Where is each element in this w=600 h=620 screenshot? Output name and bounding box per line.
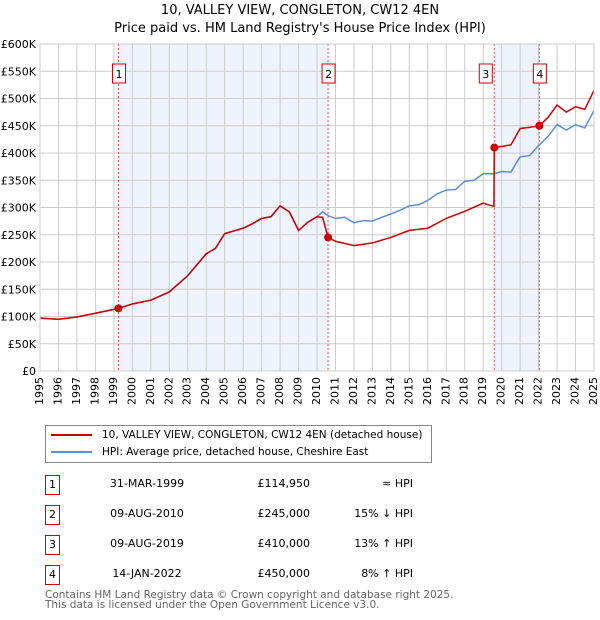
legend-item-hpi: HPI: Average price, detached house, Ches… bbox=[51, 446, 368, 458]
sale-date: 09-AUG-2019 bbox=[110, 537, 184, 550]
sale-point bbox=[324, 233, 333, 242]
x-tick-label: 2022 bbox=[532, 377, 545, 405]
x-tick-label: 2018 bbox=[458, 377, 471, 405]
x-tick-label: 2016 bbox=[421, 377, 434, 405]
sale-marker-badge: 4 bbox=[45, 565, 60, 585]
x-tick-label: 1998 bbox=[88, 377, 101, 405]
subtitle-line: Price paid vs. HM Land Registry's House … bbox=[114, 21, 486, 36]
title-line: 10, VALLEY VIEW, CONGLETON, CW12 4EN bbox=[160, 3, 440, 18]
sale-marker-box bbox=[532, 63, 547, 84]
x-tick-label: 2012 bbox=[347, 377, 360, 405]
sale-marker-badge: 3 bbox=[45, 535, 60, 555]
sale-point bbox=[114, 304, 123, 313]
hpi-comparison: ≈ HPI bbox=[382, 477, 413, 490]
sale-marker-label: 2 bbox=[325, 68, 332, 81]
x-tick-label: 2011 bbox=[328, 377, 341, 405]
sale-point bbox=[490, 143, 499, 152]
legend-item-property: 10, VALLEY VIEW, CONGLETON, CW12 4EN (de… bbox=[51, 429, 422, 441]
x-tick-label: 2008 bbox=[273, 377, 286, 405]
x-tick-label: 2021 bbox=[513, 377, 526, 405]
footer-line: Contains HM Land Registry data © Crown c… bbox=[45, 589, 454, 601]
sale-date: 09-AUG-2010 bbox=[110, 507, 184, 520]
x-tick-label: 1995 bbox=[33, 377, 46, 405]
footer-line: This data is licensed under the Open Gov… bbox=[45, 599, 380, 611]
x-tick-label: 2013 bbox=[365, 377, 378, 405]
x-tick-label: 2024 bbox=[569, 377, 582, 405]
y-tick-label: £300K bbox=[1, 202, 37, 215]
y-tick-label: £450K bbox=[1, 120, 37, 133]
legend-swatch bbox=[51, 451, 92, 453]
legend-label: 10, VALLEY VIEW, CONGLETON, CW12 4EN (de… bbox=[102, 429, 423, 441]
property-price-line bbox=[39, 89, 595, 320]
x-tick-label: 2014 bbox=[384, 377, 397, 405]
x-tick-label: 2010 bbox=[310, 377, 323, 405]
sale-marker-label: 4 bbox=[536, 68, 543, 81]
sale-row: 3 09-AUG-2019 £410,000 13% ↑ HPI bbox=[45, 535, 425, 555]
plot-border bbox=[39, 43, 595, 372]
sale-marker-badge: 2 bbox=[45, 505, 60, 525]
y-tick-label: £400K bbox=[1, 147, 37, 160]
sale-date: 31-MAR-1999 bbox=[109, 477, 185, 490]
sale-marker-box bbox=[478, 63, 493, 84]
sale-date: 14-JAN-2022 bbox=[112, 567, 182, 580]
sale-row: 4 14-JAN-2022 £450,000 8% ↑ HPI bbox=[45, 565, 425, 585]
x-tick-label: 2002 bbox=[162, 377, 175, 405]
x-tick-label: 2007 bbox=[255, 377, 268, 405]
sale-row: 1 31-MAR-1999 £114,950 ≈ HPI bbox=[45, 475, 425, 495]
x-tick-label: 1996 bbox=[51, 377, 64, 405]
sale-price: £410,000 bbox=[257, 537, 311, 550]
sale-marker-box bbox=[321, 63, 336, 84]
legend-label: HPI: Average price, detached house, Ches… bbox=[102, 446, 369, 458]
x-tick-label: 2009 bbox=[292, 377, 305, 405]
y-tick-label: £250K bbox=[1, 229, 37, 242]
hpi-comparison: 13% ↑ HPI bbox=[354, 537, 413, 550]
hpi-comparison: 8% ↑ HPI bbox=[361, 567, 413, 580]
price-chart: 1995 1996 1997 1998 1999 2000 2001 2002 2003 2004… bbox=[1, 38, 600, 405]
x-tick-label: 2005 bbox=[218, 377, 231, 405]
sale-marker-box bbox=[111, 63, 126, 84]
sale-row: 2 09-AUG-2010 £245,000 15% ↓ HPI bbox=[45, 505, 425, 525]
sale-point bbox=[535, 121, 544, 130]
sale-price: £114,950 bbox=[257, 477, 311, 490]
x-tick-label: 2023 bbox=[550, 377, 563, 405]
y-tick-label: £0 bbox=[22, 365, 36, 378]
x-tick-label: 2003 bbox=[181, 377, 194, 405]
y-tick-label: £550K bbox=[1, 65, 37, 78]
sale-marker-badge: 1 bbox=[45, 475, 60, 495]
sale-marker-label: 3 bbox=[482, 68, 489, 81]
x-tick-label: 1999 bbox=[107, 377, 120, 405]
x-tick-label: 2006 bbox=[236, 377, 249, 405]
x-tick-label: 2020 bbox=[495, 377, 508, 405]
y-tick-label: £350K bbox=[1, 174, 37, 187]
x-tick-label: 2004 bbox=[199, 377, 212, 405]
x-tick-label: 2000 bbox=[125, 377, 138, 405]
legend: 10, VALLEY VIEW, CONGLETON, CW12 4EN (de… bbox=[45, 425, 432, 463]
y-tick-label: £150K bbox=[1, 283, 37, 296]
x-tick-label: 2025 bbox=[587, 377, 600, 405]
chart-title: 10, VALLEY VIEW, CONGLETON, CW12 4EN Pri… bbox=[0, 2, 600, 38]
x-tick-label: 2001 bbox=[144, 377, 157, 405]
x-tick-label: 2015 bbox=[402, 377, 415, 405]
y-tick-label: £600K bbox=[1, 38, 37, 51]
y-tick-label: £50K bbox=[8, 338, 37, 351]
sale-price: £245,000 bbox=[257, 507, 311, 520]
y-tick-label: £100K bbox=[1, 311, 37, 324]
footer: Contains HM Land Registry data © Crown c… bbox=[45, 589, 454, 611]
y-tick-label: £500K bbox=[1, 93, 37, 106]
x-tick-label: 1997 bbox=[70, 377, 83, 405]
x-tick-label: 2019 bbox=[476, 377, 489, 405]
y-tick-label: £200K bbox=[1, 256, 37, 269]
legend-swatch bbox=[51, 434, 92, 436]
hpi-comparison: 15% ↓ HPI bbox=[354, 507, 413, 520]
sale-marker-label: 1 bbox=[115, 68, 122, 81]
x-tick-label: 2017 bbox=[439, 377, 452, 405]
sale-price: £450,000 bbox=[257, 567, 311, 580]
